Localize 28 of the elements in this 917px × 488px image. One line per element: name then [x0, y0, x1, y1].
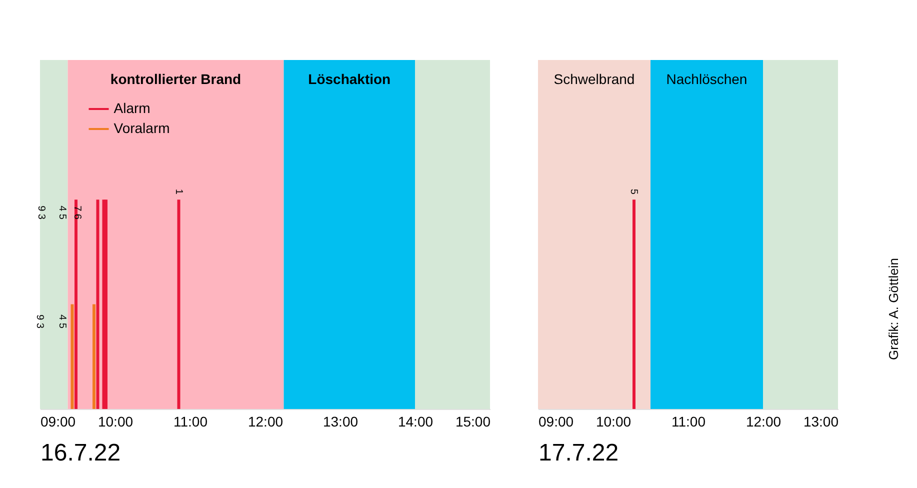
annotation: 9 3: [34, 314, 45, 329]
x-tick-label: 12:00: [248, 414, 284, 430]
band-label: kontrollierter Brand: [110, 71, 242, 87]
x-tick-label: 09:00: [538, 414, 574, 430]
annotation: 9 3: [36, 206, 46, 220]
annotation: 1: [172, 188, 184, 195]
x-tick-label: 15:00: [455, 414, 491, 430]
x-tick-label: 13:00: [803, 414, 839, 430]
x-axis-title: 17.7.22: [538, 440, 619, 466]
x-tick-label: 10:00: [98, 414, 134, 430]
band-label: Schwelbrand: [554, 71, 635, 87]
x-tick-label: 09:00: [40, 414, 76, 430]
x-tick-label: 13:00: [322, 414, 358, 430]
x-axis-title: 16.7.22: [40, 440, 121, 466]
annotation: 7 6: [72, 206, 82, 220]
annotation: 4 5: [56, 314, 68, 329]
legend-label: Voralarm: [114, 120, 170, 136]
x-tick-label: 11:00: [672, 414, 706, 430]
annotation: 5: [628, 188, 639, 195]
band-label: Löschaktion: [308, 71, 391, 87]
x-tick-label: 11:00: [174, 414, 208, 430]
x-tick-label: 14:00: [398, 414, 434, 430]
x-tick-label: 10:00: [596, 414, 632, 430]
band-label: Nachlöschen: [666, 71, 748, 87]
x-tick-label: 12:00: [746, 414, 782, 430]
legend-label: Alarm: [114, 100, 150, 116]
annotation: 4 5: [56, 206, 68, 220]
text: Grafik: A. Göttlein: [886, 258, 901, 360]
